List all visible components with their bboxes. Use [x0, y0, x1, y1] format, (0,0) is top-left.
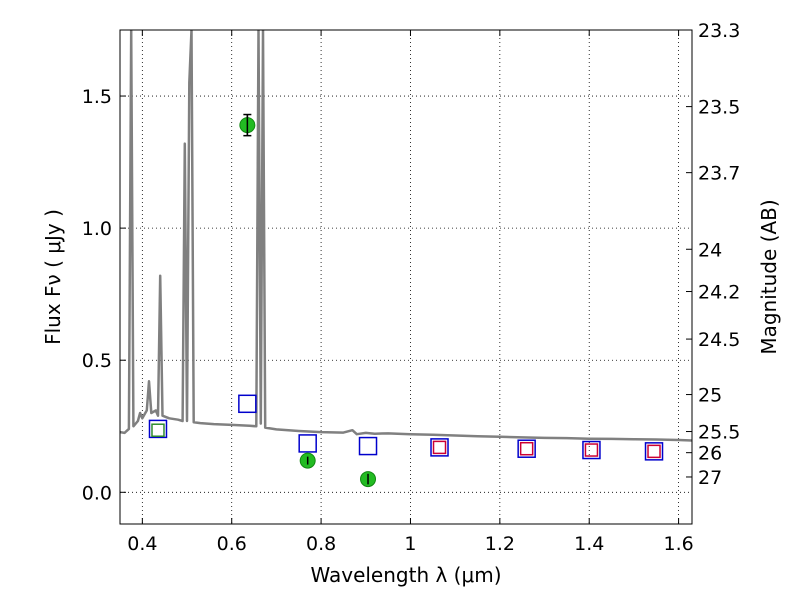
model-photometry-square — [298, 434, 317, 453]
x-tick-label: 1.6 — [663, 533, 693, 555]
x-axis-label: Wavelength λ (μm) — [310, 563, 501, 587]
x-tick-label: 1 — [404, 533, 416, 555]
y-axis-label: Flux Fν ( μJy ) — [41, 209, 65, 345]
right-tick-label: 23.3 — [698, 20, 740, 42]
ticks: 0.4 0.6 0.8 1 1.2 1.4 1.6 0.0 0.5 1.0 1.5 23.3 23.5 2… — [82, 20, 741, 555]
y-tick-label: 1.5 — [82, 86, 112, 108]
x-tick-label: 0.8 — [306, 533, 336, 555]
grid — [120, 30, 692, 524]
right-tick-label: 25.5 — [698, 422, 740, 444]
model-photometry-square — [644, 442, 664, 461]
model-photometry-square — [517, 439, 536, 458]
sed-model-line — [120, 30, 692, 442]
model-photometry-square — [582, 440, 601, 460]
observed-photometry-square — [584, 443, 599, 457]
model-photometry-square — [358, 436, 378, 456]
observed-photometry-square — [519, 441, 534, 456]
right-tick-label: 24.2 — [698, 282, 740, 304]
right-tick-label: 25 — [698, 385, 722, 407]
right-tick-label: 24.5 — [698, 329, 740, 351]
y-tick-label: 0.5 — [82, 350, 112, 372]
x-tick-label: 1.2 — [485, 533, 515, 555]
x-tick-label: 0.6 — [217, 533, 247, 555]
right-tick-label: 24 — [698, 239, 722, 261]
y-tick-label: 1.0 — [82, 218, 112, 240]
model-photometry-square — [148, 419, 168, 439]
model-photometry-square — [430, 438, 449, 457]
plot-clip-group — [120, 30, 692, 488]
plot-background — [120, 30, 692, 524]
right-tick-label: 23.5 — [698, 97, 740, 119]
model-photometry-square — [238, 394, 257, 414]
observed-photometry-square — [151, 423, 165, 437]
y-tick-label: 0.0 — [82, 482, 112, 504]
right-axis-label: Magnitude (AB) — [757, 199, 781, 354]
right-tick-label: 26 — [698, 443, 722, 465]
observed-photometry-square — [647, 444, 661, 459]
series-layer — [120, 30, 692, 488]
right-tick-label: 27 — [698, 467, 722, 489]
right-tick-label: 23.7 — [698, 163, 740, 185]
x-tick-label: 0.4 — [127, 533, 157, 555]
plot-frame — [119, 29, 693, 525]
x-tick-label: 1.4 — [574, 533, 604, 555]
observed-photometry-square — [432, 440, 447, 455]
